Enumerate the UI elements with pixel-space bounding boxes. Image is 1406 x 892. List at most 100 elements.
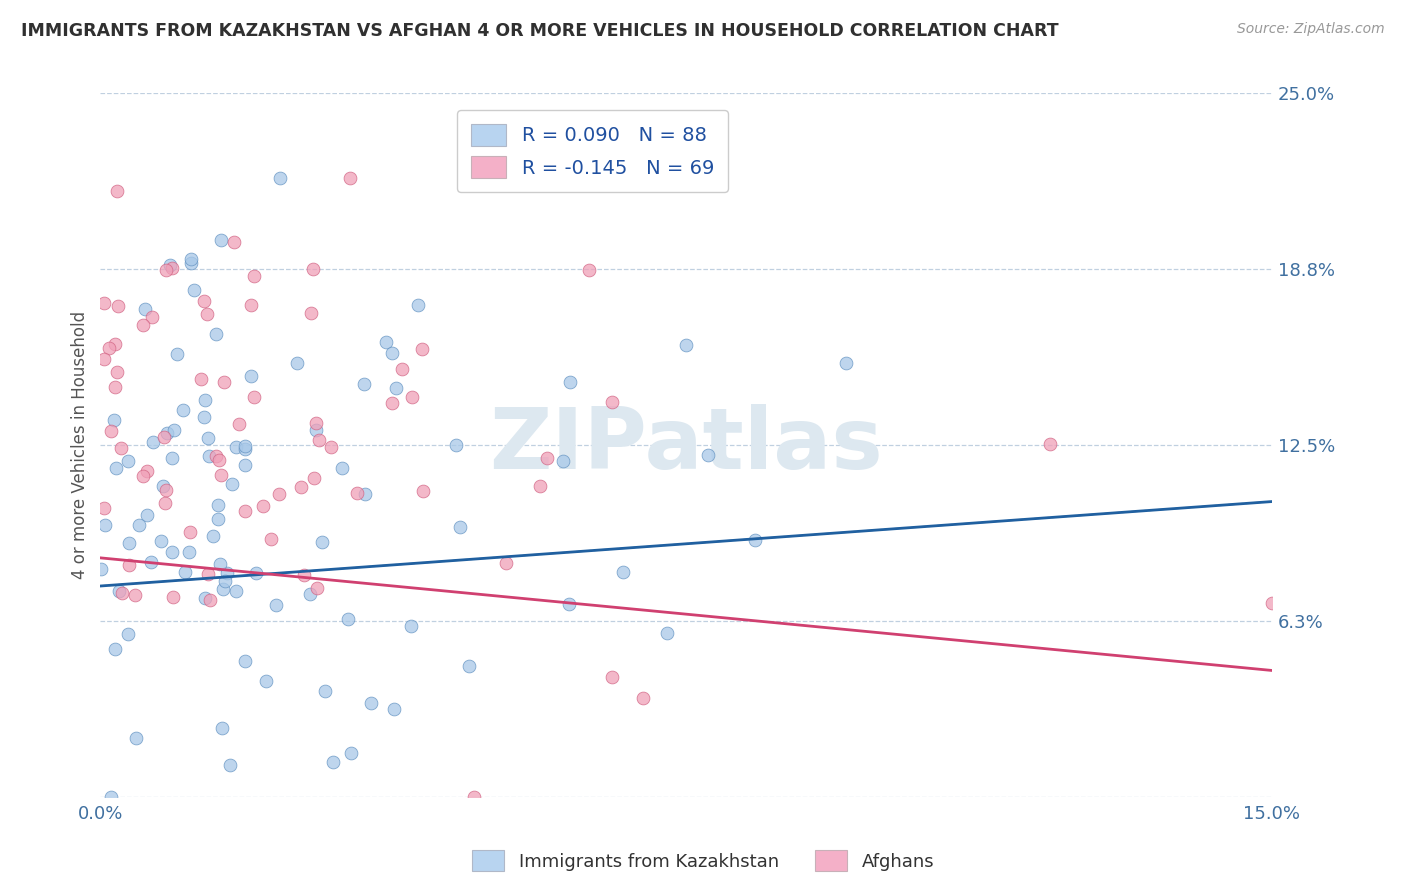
Point bbox=[194, 392, 217, 407]
Point bbox=[142, 434, 165, 449]
Point bbox=[198, 450, 221, 464]
Point bbox=[105, 365, 128, 379]
Point bbox=[104, 642, 127, 657]
Point bbox=[193, 410, 215, 425]
Point bbox=[600, 394, 623, 409]
Point bbox=[132, 318, 155, 333]
Point bbox=[209, 467, 232, 482]
Point bbox=[267, 487, 290, 501]
Point bbox=[209, 233, 232, 247]
Point bbox=[254, 674, 277, 689]
Point bbox=[240, 369, 263, 384]
Point bbox=[252, 500, 274, 514]
Point bbox=[163, 423, 186, 437]
Point bbox=[380, 345, 402, 359]
Point bbox=[243, 268, 266, 283]
Point bbox=[305, 416, 328, 430]
Point bbox=[118, 536, 141, 550]
Point bbox=[412, 483, 434, 498]
Point bbox=[233, 504, 256, 518]
Point bbox=[152, 479, 174, 493]
Point bbox=[107, 184, 129, 198]
Point bbox=[117, 454, 139, 468]
Point bbox=[208, 452, 231, 467]
Point bbox=[100, 790, 122, 805]
Point bbox=[495, 556, 517, 570]
Point bbox=[205, 449, 228, 463]
Point bbox=[214, 574, 236, 589]
Point bbox=[298, 586, 321, 600]
Point bbox=[104, 337, 127, 351]
Point bbox=[675, 337, 697, 351]
Point bbox=[111, 586, 134, 600]
Point bbox=[1261, 596, 1284, 610]
Point bbox=[152, 430, 174, 444]
Point bbox=[340, 746, 363, 760]
Point bbox=[558, 375, 581, 389]
Point bbox=[385, 381, 408, 395]
Point bbox=[134, 301, 156, 316]
Legend: R = 0.090   N = 88, R = -0.145   N = 69: R = 0.090 N = 88, R = -0.145 N = 69 bbox=[457, 110, 727, 192]
Point bbox=[834, 355, 856, 369]
Point bbox=[353, 487, 375, 501]
Point bbox=[94, 518, 117, 533]
Point bbox=[557, 597, 579, 611]
Point bbox=[100, 425, 122, 439]
Point bbox=[228, 417, 250, 431]
Point bbox=[141, 555, 163, 569]
Point bbox=[360, 696, 382, 710]
Text: Source: ZipAtlas.com: Source: ZipAtlas.com bbox=[1237, 22, 1385, 37]
Point bbox=[240, 298, 263, 312]
Point bbox=[117, 626, 139, 640]
Point bbox=[180, 256, 202, 270]
Point bbox=[302, 262, 325, 277]
Point bbox=[633, 691, 655, 706]
Point bbox=[207, 498, 229, 512]
Point bbox=[136, 508, 159, 523]
Point bbox=[93, 351, 115, 366]
Point bbox=[330, 460, 353, 475]
Point bbox=[124, 588, 146, 602]
Text: ZIPatlas: ZIPatlas bbox=[489, 404, 883, 487]
Point bbox=[222, 235, 245, 249]
Point bbox=[375, 335, 398, 350]
Point bbox=[183, 283, 205, 297]
Point bbox=[97, 341, 120, 355]
Point bbox=[215, 566, 238, 580]
Point bbox=[408, 298, 430, 312]
Point bbox=[136, 464, 159, 478]
Point bbox=[463, 790, 485, 805]
Point bbox=[245, 566, 267, 580]
Point bbox=[172, 403, 194, 417]
Point bbox=[384, 701, 406, 715]
Point bbox=[697, 448, 720, 462]
Point bbox=[104, 461, 127, 475]
Point bbox=[235, 654, 257, 668]
Point bbox=[444, 438, 467, 452]
Point bbox=[233, 439, 256, 453]
Point bbox=[205, 327, 228, 342]
Point bbox=[578, 263, 600, 277]
Point bbox=[110, 441, 132, 455]
Point bbox=[155, 263, 177, 277]
Point bbox=[162, 450, 184, 465]
Point bbox=[179, 544, 201, 558]
Point bbox=[132, 468, 155, 483]
Point bbox=[141, 310, 163, 324]
Point bbox=[195, 307, 218, 321]
Point bbox=[179, 525, 201, 540]
Point bbox=[198, 593, 221, 607]
Point bbox=[150, 533, 173, 548]
Point bbox=[401, 391, 423, 405]
Point bbox=[174, 565, 197, 579]
Point bbox=[319, 440, 342, 454]
Point bbox=[193, 293, 215, 308]
Point bbox=[162, 590, 184, 604]
Point bbox=[346, 486, 368, 500]
Point bbox=[305, 423, 328, 437]
Point bbox=[269, 170, 291, 185]
Point bbox=[1039, 436, 1062, 450]
Point bbox=[209, 557, 232, 571]
Point bbox=[197, 431, 219, 445]
Point bbox=[233, 458, 256, 472]
